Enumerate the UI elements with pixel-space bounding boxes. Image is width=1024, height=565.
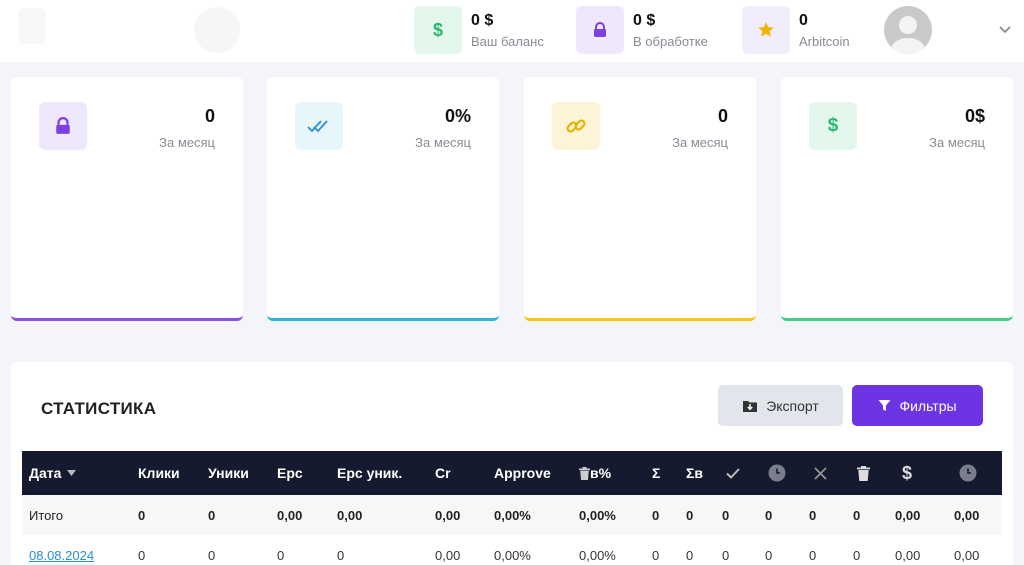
processing-label: В обработке: [633, 34, 708, 49]
total-label: Итого: [29, 507, 64, 523]
check-icon: [726, 467, 740, 479]
table-cell: 0,00%: [579, 547, 616, 563]
table-cell: 0: [277, 547, 285, 563]
column-date[interactable]: Дата: [29, 451, 77, 495]
table-cell: 0,00: [337, 507, 363, 523]
table-cell: 0: [765, 507, 773, 523]
lock-icon: [576, 6, 624, 54]
card-value: 0$: [964, 106, 985, 126]
table-header: Дата Клики Уники Epc Epc уник. Cr Approv…: [22, 451, 1002, 495]
table-cell: 0: [208, 547, 216, 563]
table-cell: 0: [765, 547, 773, 563]
arbitcoin-label: Arbitcoin: [799, 34, 850, 49]
sort-down-icon: [67, 470, 77, 476]
table-cell: 0,00: [277, 507, 303, 523]
card-label: За месяц: [929, 135, 985, 150]
filter-icon: [878, 400, 891, 411]
column-dollar[interactable]: $: [902, 451, 912, 495]
column-sigma[interactable]: Σ: [652, 465, 661, 481]
column-trash[interactable]: [857, 451, 870, 495]
column-cr[interactable]: Cr: [435, 465, 451, 481]
statistics-panel: СТАТИСТИКА Экспорт Фильтры Дата Клики Ун…: [11, 362, 1013, 565]
chevron-down-icon[interactable]: [998, 22, 1012, 41]
column-trash-percent[interactable]: в%: [579, 451, 611, 495]
table-cell: 0,00: [435, 547, 461, 563]
column-epc[interactable]: Epc: [277, 465, 303, 481]
dollar-icon: $: [809, 102, 857, 150]
table-row: 08.08.2024 0 0 0 0 0,00 0,00% 0,00% 0 0 …: [22, 535, 1002, 565]
table-cell: 0: [809, 507, 817, 523]
table-cell: 0,00: [895, 547, 921, 563]
card-processing: 0 За месяц: [11, 77, 243, 321]
double-check-icon: [295, 102, 343, 150]
header-circle: [194, 7, 240, 53]
arbitcoin-value: 0: [799, 12, 808, 29]
link-icon: [552, 102, 600, 150]
table-cell: 0: [337, 547, 345, 563]
table-cell: 0,00%: [494, 547, 531, 563]
export-label: Экспорт: [766, 397, 819, 414]
column-clicks[interactable]: Клики: [138, 465, 180, 481]
table-cell: 0: [686, 507, 694, 523]
table-cell: 0: [722, 507, 730, 523]
card-income: $ 0$ За месяц: [781, 77, 1013, 321]
table-cell: 0,00: [895, 507, 921, 523]
table-cell: 0,00: [954, 507, 980, 523]
table-cell: 0: [208, 507, 216, 523]
card-value: 0: [717, 106, 728, 126]
table-cell: 0: [652, 507, 660, 523]
card-label: За месяц: [415, 135, 471, 150]
balance-value: 0 $: [471, 12, 494, 29]
logo[interactable]: [18, 8, 46, 44]
table-cell: 0: [809, 547, 817, 563]
card-value: 0: [204, 106, 215, 126]
card-label: За месяц: [159, 135, 215, 150]
clock-icon: [959, 464, 977, 482]
filter-button[interactable]: Фильтры: [852, 385, 983, 426]
export-button[interactable]: Экспорт: [718, 385, 843, 426]
column-sigma-v[interactable]: Σв: [686, 465, 704, 481]
table-cell: 0: [722, 547, 730, 563]
table-cell: 0,00: [435, 507, 461, 523]
column-uniques[interactable]: Уники: [208, 465, 249, 481]
table-cell: 0: [138, 507, 146, 523]
dollar-icon: $: [414, 6, 462, 54]
card-links: 0 За месяц: [524, 77, 756, 321]
filter-label: Фильтры: [899, 397, 957, 414]
star-icon: [742, 6, 790, 54]
column-check[interactable]: [726, 451, 740, 495]
card-approve: 0% За месяц: [267, 77, 499, 321]
column-rejected[interactable]: [814, 451, 827, 495]
table-cell: 0: [853, 507, 861, 523]
processing-value: 0 $: [633, 12, 656, 29]
column-approve[interactable]: Approve: [494, 465, 551, 481]
card-value: 0%: [444, 106, 471, 126]
card-label: За месяц: [672, 135, 728, 150]
close-icon: [814, 466, 827, 480]
table-cell: 0,00%: [494, 507, 531, 523]
top-header: $ 0 $ Ваш баланс 0 $ В обработке 0 Arbit…: [0, 0, 1024, 62]
column-epc-unique[interactable]: Epc уник.: [337, 465, 403, 481]
balance-label: Ваш баланс: [471, 34, 544, 49]
table-cell: 0: [652, 547, 660, 563]
table-cell: 0: [853, 547, 861, 563]
table-row-total: Итого 0 0 0,00 0,00 0,00 0,00% 0,00% 0 0…: [22, 495, 1002, 535]
dollar-icon: $: [902, 462, 913, 483]
lock-icon: [39, 102, 87, 150]
trash-icon: [857, 465, 870, 481]
column-clock-2[interactable]: [959, 451, 977, 495]
column-clock[interactable]: [768, 451, 786, 495]
table-cell: 0: [138, 547, 146, 563]
folder-download-icon: [743, 400, 758, 412]
clock-icon: [768, 464, 786, 482]
table-cell: 0,00%: [579, 507, 616, 523]
trash-icon: [579, 466, 590, 480]
table-cell: 0,00: [954, 547, 980, 563]
date-link[interactable]: 08.08.2024: [29, 547, 95, 563]
statistics-title: СТАТИСТИКА: [41, 399, 157, 418]
avatar[interactable]: [884, 6, 932, 54]
table-cell: 0: [686, 547, 694, 563]
